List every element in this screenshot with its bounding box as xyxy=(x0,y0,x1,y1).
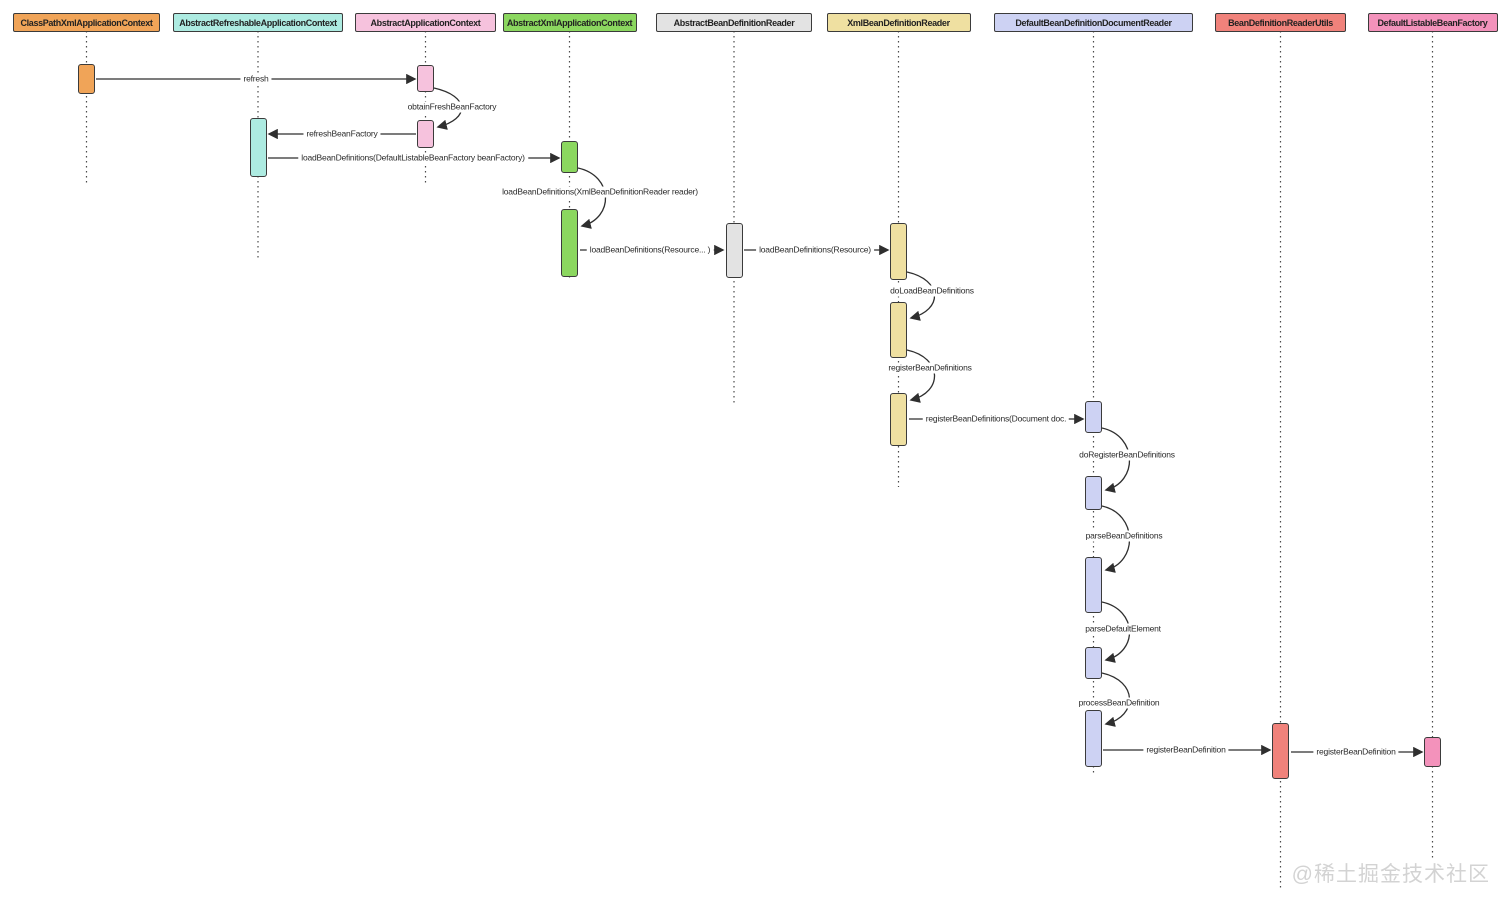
activation-bar xyxy=(417,65,434,92)
participant-header: AbstractBeanDefinitionReader xyxy=(656,13,812,32)
activation-bar xyxy=(1085,647,1102,679)
activation-bar xyxy=(561,209,578,277)
self-call-label: parseDefaultElement xyxy=(1082,623,1164,635)
self-call-label: parseBeanDefinitions xyxy=(1082,530,1166,542)
activation-bar xyxy=(417,120,434,148)
message-label: registerBeanDefinition xyxy=(1143,744,1229,756)
self-call-label: doRegisterBeanDefinitions xyxy=(1076,449,1178,461)
participant-header: DefaultListableBeanFactory xyxy=(1367,13,1498,32)
self-call-label: loadBeanDefinitions(XmlBeanDefinitionRea… xyxy=(499,186,701,198)
participant-name: XmlBeanDefinitionReader xyxy=(847,17,950,28)
participant-name: ClassPathXmlApplicationContext xyxy=(20,17,153,28)
message-label: loadBeanDefinitions(Resource... ) xyxy=(586,244,714,256)
participant-name: AbstractRefreshableApplicationContext xyxy=(179,17,337,28)
participant-name: DefaultListableBeanFactory xyxy=(1377,17,1488,28)
activation-bar xyxy=(890,393,907,446)
participant-name: BeanDefinitionReaderUtils xyxy=(1228,17,1333,28)
activation-bar xyxy=(561,141,578,173)
activation-bar xyxy=(1085,476,1102,510)
message-label: registerBeanDefinitions(Document doc. xyxy=(922,413,1070,425)
participant-header: AbstractRefreshableApplicationContext xyxy=(173,13,343,32)
self-call-label: processBeanDefinition xyxy=(1075,697,1163,709)
participant-header: BeanDefinitionReaderUtils xyxy=(1215,13,1346,32)
message-label: registerBeanDefinition xyxy=(1313,746,1399,758)
self-call-label: doLoadBeanDefinitions xyxy=(887,285,977,297)
activation-bar xyxy=(78,64,95,94)
activation-bar xyxy=(1085,710,1102,767)
activation-bar xyxy=(249,118,267,177)
activation-bar xyxy=(1272,723,1289,779)
participant-header: AbstractXmlApplicationContext xyxy=(502,13,637,32)
activation-bar xyxy=(1424,737,1441,767)
message-label: loadBeanDefinitions(Resource) xyxy=(756,244,874,256)
message-label: refresh xyxy=(240,73,272,85)
participant-header: AbstractApplicationContext xyxy=(355,13,496,32)
participant-name: AbstractBeanDefinitionReader xyxy=(673,17,795,28)
participant-header: ClassPathXmlApplicationContext xyxy=(13,13,160,32)
message-label: refreshBeanFactory xyxy=(303,128,381,140)
participant-name: AbstractXmlApplicationContext xyxy=(506,17,633,28)
activation-bar xyxy=(890,223,907,280)
self-call-arc xyxy=(906,349,936,403)
activation-bar xyxy=(1085,557,1102,613)
activation-bar xyxy=(890,302,907,358)
participant-header: XmlBeanDefinitionReader xyxy=(826,13,971,32)
watermark: @稀土掘金技术社区 xyxy=(1291,863,1490,886)
participant-name: DefaultBeanDefinitionDocumentReader xyxy=(1015,17,1172,28)
participant-header: DefaultBeanDefinitionDocumentReader xyxy=(994,13,1193,32)
self-call-label: registerBeanDefinitions xyxy=(885,362,975,374)
message-label: loadBeanDefinitions(DefaultListableBeanF… xyxy=(298,152,528,164)
self-call-label: obtainFreshBeanFactory xyxy=(404,101,500,113)
activation-bar xyxy=(1085,401,1102,433)
activation-bar xyxy=(725,223,743,278)
participant-name: AbstractApplicationContext xyxy=(370,17,481,28)
